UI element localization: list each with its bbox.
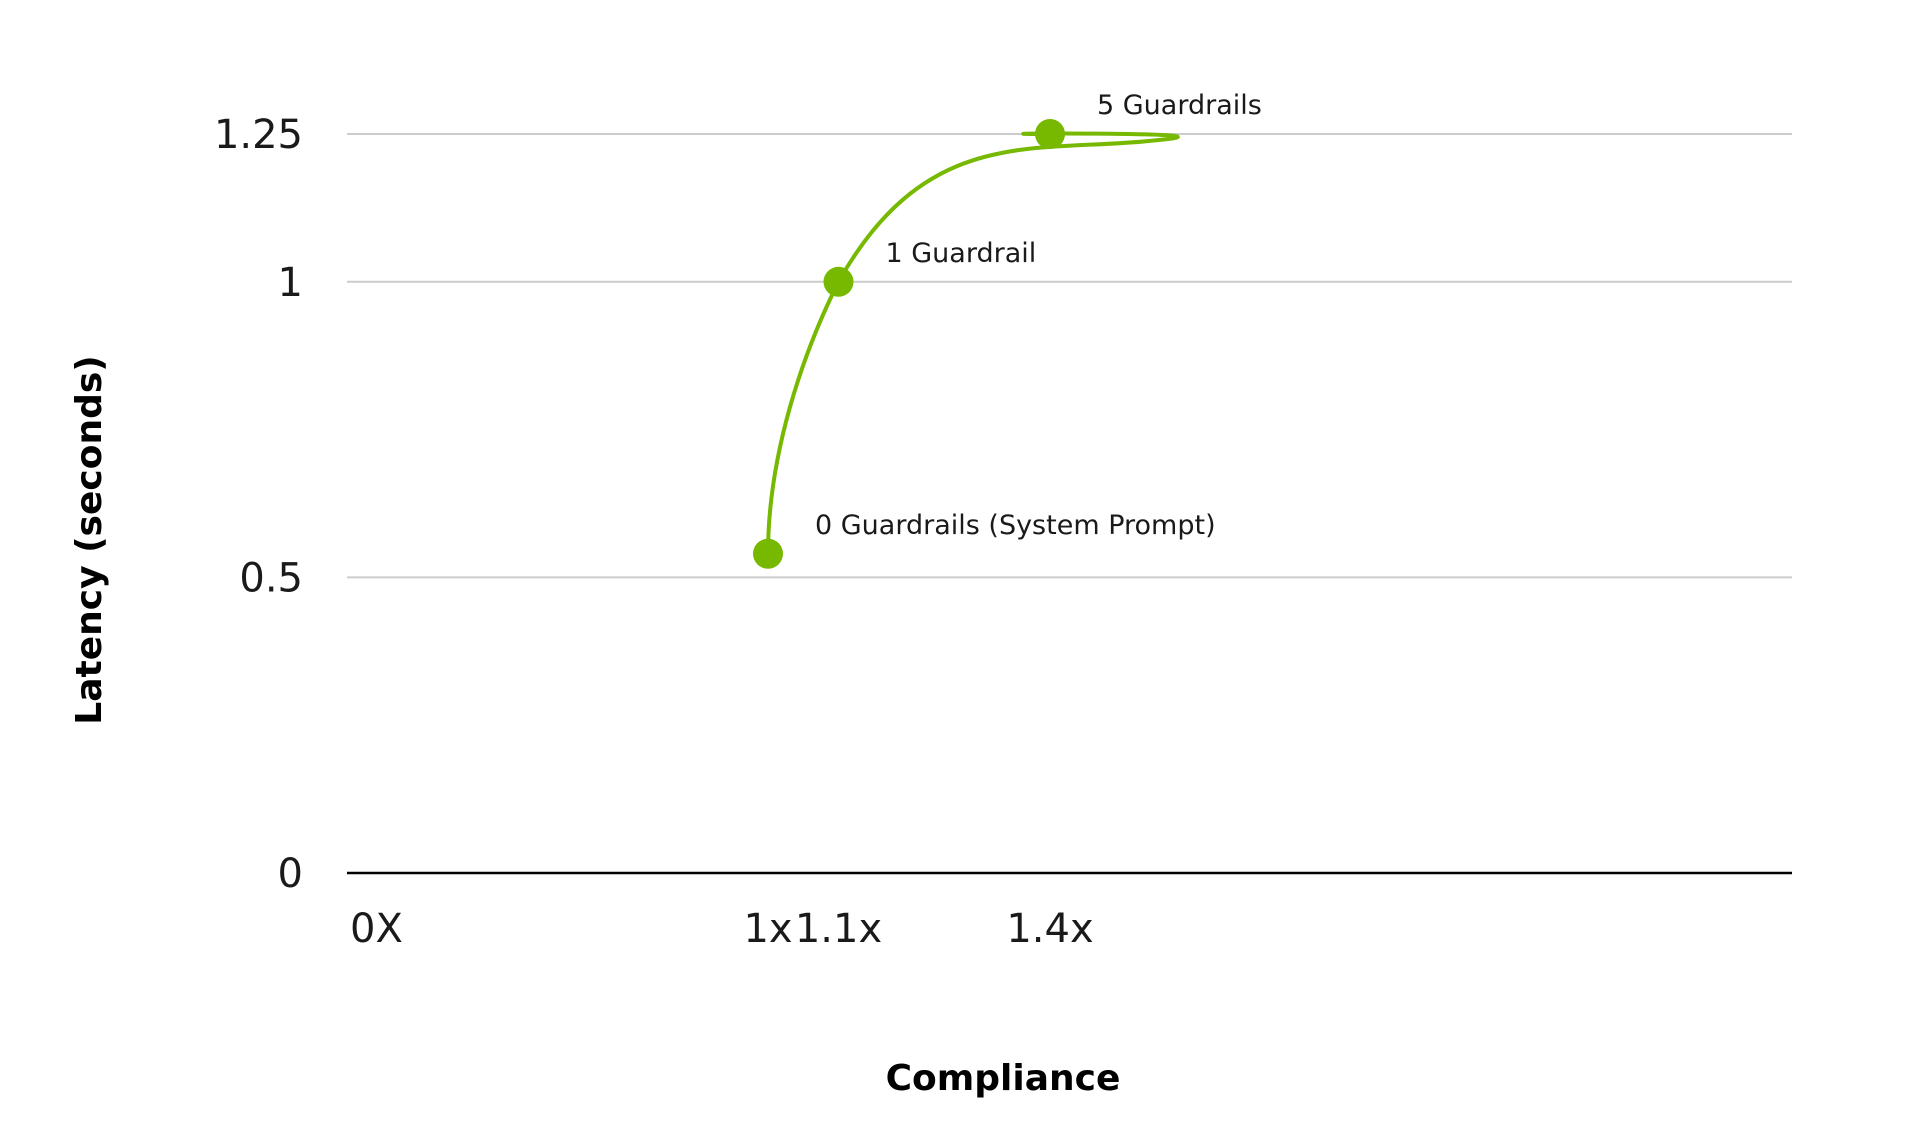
y-tick-label: 1 [278, 260, 303, 306]
data-point-label: 0 Guardrails (System Prompt) [815, 510, 1216, 541]
data-points [753, 119, 1065, 569]
x-tick-label: 1.1x [795, 906, 882, 952]
x-axis-title: Compliance [886, 1058, 1121, 1099]
data-point-label: 5 Guardrails [1097, 90, 1262, 121]
x-tick-label: 1x [743, 906, 792, 952]
y-axis-title: Latency (seconds) [69, 355, 110, 724]
x-tick-label: 0X [350, 906, 403, 952]
x-tick-labels: 0X 1x 1.1x 1.4x [350, 906, 1094, 952]
data-point [1035, 119, 1065, 149]
y-tick-label: 0.5 [239, 555, 303, 601]
data-point [753, 538, 783, 569]
data-point-label: 1 Guardrail [886, 238, 1037, 269]
series-line [766, 131, 1180, 554]
data-point [823, 266, 854, 297]
y-tick-labels: 0 0.5 1 1.25 [214, 112, 303, 897]
data-point-labels: 0 Guardrails (System Prompt) 1 Guardrail 5… [815, 90, 1262, 541]
x-tick-label: 1.4x [1006, 906, 1093, 952]
y-tick-label: 0 [278, 851, 303, 897]
y-tick-label: 1.25 [214, 112, 303, 158]
